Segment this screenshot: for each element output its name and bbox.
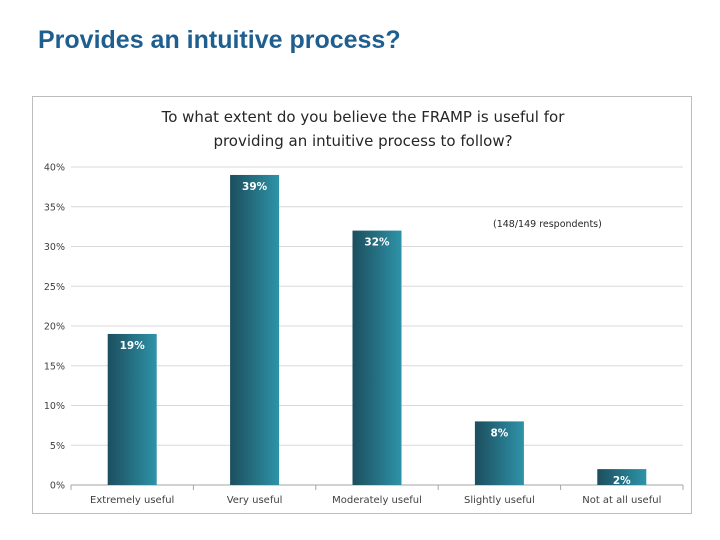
bar-chart: 0% 5% 10% 15% 20% 25% 30% 35% 40% 19% Extremely u… (44, 163, 684, 506)
bar (474, 421, 524, 485)
y-tick-label: 5% (50, 441, 65, 452)
bar (597, 469, 647, 485)
data-label: 2% (613, 475, 631, 487)
x-tick-label: Extremely useful (90, 495, 174, 506)
x-tick-label: Very useful (227, 495, 283, 506)
respondents-annotation: (148/149 respondents) (493, 219, 602, 230)
data-label: 8% (490, 427, 508, 439)
y-tick-label: 0% (50, 481, 65, 492)
y-tick-label: 25% (44, 282, 65, 293)
x-tick-label: Not at all useful (582, 495, 661, 506)
data-label: 19% (120, 340, 146, 352)
chart-title-line-2: providing an intuitive process to follow… (213, 132, 513, 150)
y-tick-label: 20% (44, 322, 65, 333)
x-tick-label: Slightly useful (464, 495, 535, 506)
data-label: 39% (242, 181, 268, 193)
x-tick-label: Moderately useful (332, 495, 422, 506)
data-label: 32% (364, 237, 390, 249)
y-tick-label: 15% (44, 361, 65, 372)
bar (352, 230, 402, 485)
y-tick-label: 30% (44, 242, 65, 253)
y-tick-label: 10% (44, 401, 65, 412)
chart-title-line-1: To what extent do you believe the FRAMP … (161, 108, 565, 126)
bar (230, 174, 280, 485)
chart-frame: To what extent do you believe the FRAMP … (32, 96, 692, 514)
bar (107, 333, 157, 485)
y-tick-label: 40% (44, 163, 65, 174)
slide-title: Provides an intuitive process? (38, 26, 401, 54)
y-tick-label: 35% (44, 202, 65, 213)
